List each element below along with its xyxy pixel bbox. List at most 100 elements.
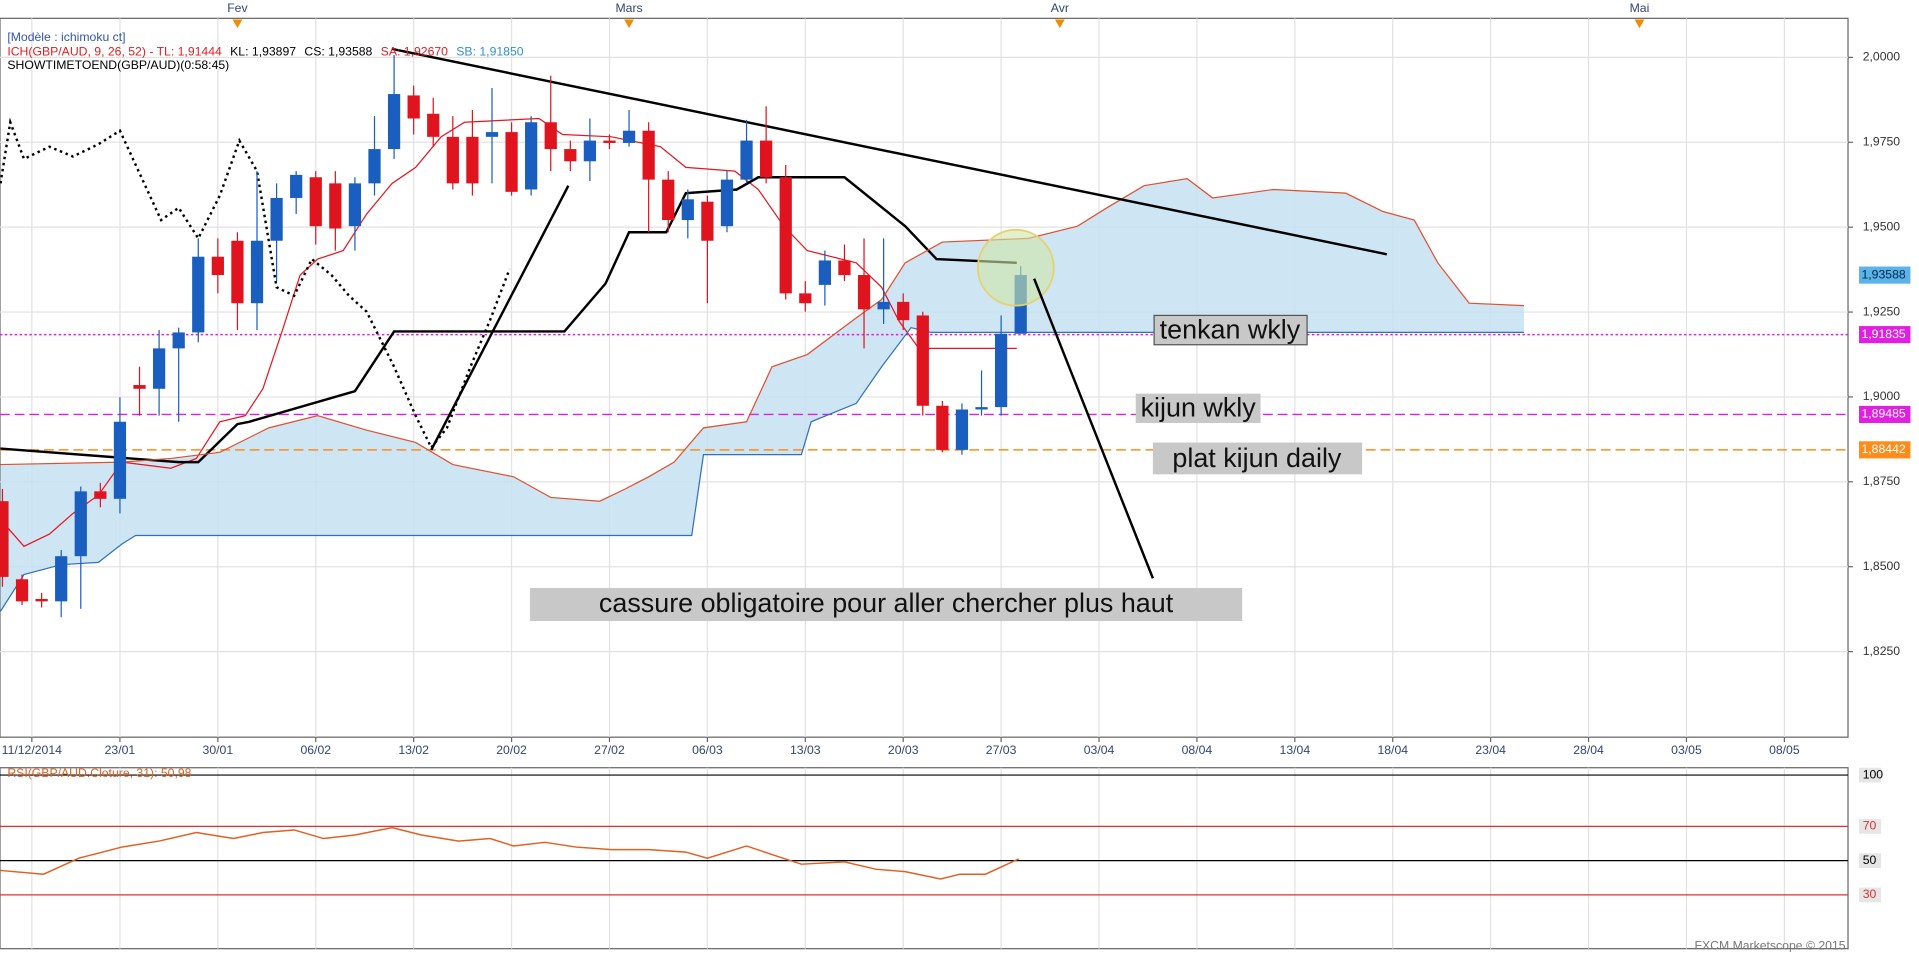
x-tick-label: 20/03 [888, 743, 919, 757]
candle-body [348, 183, 362, 227]
rsi-tick-box [1859, 767, 1882, 783]
x-tick-label: 13/03 [790, 743, 821, 757]
price-tag [1859, 441, 1911, 459]
candle-body [329, 183, 342, 229]
indicator-part: SA: 1,92670 [381, 45, 448, 59]
candle-body [35, 598, 48, 602]
candle-body [544, 122, 557, 150]
indicator-part: KL: 1,93897 [230, 45, 296, 59]
candle-body [525, 122, 538, 190]
candle-body [211, 256, 224, 276]
price-tag-label: 1,88442 [1861, 442, 1905, 456]
candle-body [779, 177, 792, 294]
price-tag-label: 1,91835 [1861, 327, 1905, 341]
annotation: cassure obligatoire pour aller chercher … [599, 588, 1174, 618]
candle-body [818, 260, 831, 285]
x-tick-label: 30/01 [203, 743, 234, 757]
candle-body [897, 301, 910, 321]
annotation: kijun wkly [1141, 393, 1257, 423]
rsi-tick-label: 50 [1863, 853, 1877, 867]
candle-body [133, 385, 146, 389]
candle-body [427, 113, 440, 137]
candle-body [975, 407, 988, 410]
x-tick-label: 23/04 [1475, 743, 1506, 757]
candle-body [701, 201, 714, 241]
x-tick-label: 03/05 [1671, 743, 1702, 757]
annotation-box [529, 588, 1243, 622]
candle-body [172, 332, 185, 349]
x-tick-label: 18/04 [1377, 743, 1408, 757]
month-marker [1634, 19, 1645, 29]
candle-body [799, 293, 812, 304]
y-tick-label: 1,9500 [1863, 219, 1901, 233]
candle-body [94, 491, 107, 499]
cloud [0, 178, 1524, 612]
rsi-tick-label: 30 [1863, 887, 1877, 901]
last-price-label: 1,93588 [1861, 267, 1905, 281]
x-tick-label: 03/04 [1084, 743, 1115, 757]
rsi-tick-label: 70 [1863, 819, 1877, 833]
x-tick-label: 20/02 [496, 743, 527, 757]
month-marker [624, 19, 634, 29]
candle-body [662, 179, 675, 221]
candle-body [642, 130, 655, 180]
x-tick-label: 06/03 [692, 743, 723, 757]
candle-body [916, 315, 929, 406]
candle-body [231, 240, 244, 304]
x-tick-label: 08/04 [1182, 743, 1213, 757]
rsi-tick-label: 100 [1863, 767, 1884, 781]
x-tick-label: 06/02 [300, 743, 331, 757]
pointer-line [1033, 278, 1155, 579]
candle-body [681, 199, 694, 221]
price-tag-label: 1,89485 [1861, 407, 1905, 421]
candle-body [760, 140, 773, 178]
candle-body [838, 260, 851, 276]
highlight-circle [976, 228, 1055, 307]
candle-body [740, 140, 753, 180]
y-tick-label: 1,9250 [1863, 304, 1901, 318]
y-tick-label: 1,8250 [1863, 644, 1901, 658]
rsi-tick-box [1859, 887, 1882, 903]
x-tick-label: 28/04 [1573, 743, 1604, 757]
candle-body [368, 149, 381, 184]
footer: FXCM Marketscope © 2015 [1695, 938, 1846, 952]
annotation: plat kijun daily [1172, 443, 1342, 473]
x-tick-label: 13/04 [1280, 743, 1311, 757]
y-tick-label: 1,8750 [1863, 474, 1901, 488]
rsi-line [0, 826, 1020, 880]
candle-body [564, 149, 577, 162]
indicator-part: CS: 1,93588 [304, 45, 372, 59]
timer-label: SHOWTIMETOEND(GBP/AUD)(0:58:45) [7, 58, 229, 72]
candle-body [955, 409, 969, 450]
rsi-label: RSI(GBP/AUD.Cloture, 31): 50,98 [7, 766, 191, 780]
x-tick-label: 13/02 [398, 743, 429, 757]
y-tick-label: 1,8500 [1863, 559, 1901, 573]
candle-body [877, 301, 890, 310]
ichimoku-senkou-a [0, 177, 1524, 502]
last-price-tag [1859, 266, 1911, 284]
candle-body [936, 405, 949, 450]
month-marker [232, 19, 243, 29]
y-tick-label: 1,9750 [1863, 135, 1901, 149]
price-tag [1859, 405, 1911, 423]
month-label: Mai [1630, 1, 1650, 15]
ichimoku-senkou-b [0, 326, 1524, 612]
candle-body [309, 177, 322, 227]
candle-body [0, 501, 9, 577]
candle-body [485, 132, 499, 137]
model-label: [Modèle : ichimoku ct] [7, 30, 125, 44]
candle-body [720, 179, 734, 227]
annotation: tenkan wkly [1160, 314, 1301, 344]
annotation-box [1153, 314, 1308, 346]
candle-body [387, 94, 401, 150]
month-label: Avr [1051, 1, 1069, 15]
ichimoku-kijun [0, 176, 1017, 464]
trendline [391, 47, 1388, 256]
rsi-tick-box [1859, 819, 1882, 834]
x-tick-label: 27/02 [594, 743, 625, 757]
candle-body [74, 491, 87, 557]
candle-body [113, 421, 127, 499]
